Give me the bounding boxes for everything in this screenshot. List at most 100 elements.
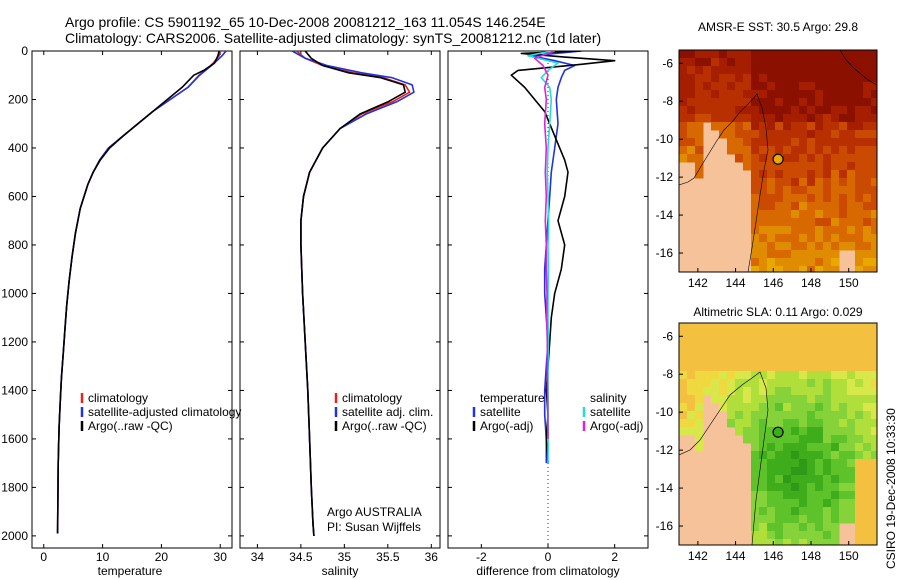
sst-cell (767, 50, 776, 59)
temp-legend-label: Argo(..raw -QC) (88, 419, 173, 433)
sst-cell (823, 250, 832, 259)
sla-cell (847, 467, 856, 476)
sst-cell (679, 98, 688, 107)
diff-legend-label: satellite (590, 405, 631, 419)
sla-cell (823, 411, 832, 420)
sst-cell (799, 154, 808, 163)
sst-cell (735, 82, 744, 91)
sst-cell (831, 162, 840, 171)
sla-map: Altimetric SLA: 0.11 Argo: 0.029 142 144 1… (656, 305, 878, 563)
sst-cell (727, 98, 736, 107)
sla-cell (775, 507, 784, 516)
sst-cell (831, 266, 840, 272)
sla-cell (847, 459, 856, 468)
sst-cell (703, 74, 712, 83)
sst-cell (823, 74, 832, 83)
sla-cell (719, 339, 728, 348)
sst-cell (735, 50, 744, 59)
sla-cell (799, 459, 808, 468)
sst-cell (847, 114, 856, 123)
sla-cell (751, 459, 760, 468)
sal-xtick-label: 34.5 (289, 550, 313, 564)
sla-cell (799, 539, 808, 545)
sst-cell (791, 266, 800, 272)
sla-cell (823, 539, 832, 545)
sla-cell (815, 499, 824, 508)
sla-cell (775, 475, 784, 484)
sla-cell (871, 539, 877, 545)
sla-cell (855, 323, 864, 332)
sst-cell (799, 114, 808, 123)
sla-cell (823, 347, 832, 356)
sla-cell (735, 363, 744, 372)
sst-cell (687, 114, 696, 123)
sst-cell (807, 50, 816, 59)
sla-cell (759, 411, 768, 420)
sst-cell (775, 58, 784, 67)
sla-cell (831, 467, 840, 476)
sst-cell (783, 170, 792, 179)
sla-cell (759, 523, 768, 532)
sst-cell (751, 258, 760, 267)
sla-cell (783, 323, 792, 332)
sla-cell (831, 355, 840, 364)
sla-cell (807, 411, 816, 420)
sst-cell (863, 178, 872, 187)
sst-cell (711, 74, 720, 83)
diff-legend-label: Argo(-adj) (480, 419, 533, 433)
sla-cell (839, 459, 848, 468)
sst-cell (831, 154, 840, 163)
sla-cell (743, 403, 752, 412)
sst-cell (863, 218, 872, 227)
sst-cell (783, 266, 792, 272)
sla-cell (687, 395, 696, 404)
sst-cell (839, 194, 848, 203)
sst-cell (719, 50, 728, 59)
sla-cell (759, 355, 768, 364)
sst-cell (831, 202, 840, 211)
sst-cell (823, 82, 832, 91)
sst-cell (791, 226, 800, 235)
sla-cell (831, 427, 840, 436)
sst-cell (847, 178, 856, 187)
sst-cell (695, 154, 704, 163)
sla-cell (807, 531, 816, 540)
sla-ytick-label: -6 (662, 329, 673, 343)
sst-cell (679, 130, 688, 139)
sla-cell (687, 379, 696, 388)
sst-cell (847, 138, 856, 147)
sst-cell (871, 242, 877, 251)
sla-cell (831, 491, 840, 500)
sla-cell (711, 395, 720, 404)
sst-cell (799, 82, 808, 91)
sla-cell (823, 483, 832, 492)
sla-cell (751, 499, 760, 508)
sla-cell (847, 475, 856, 484)
sst-cell (687, 130, 696, 139)
sla-cell (727, 323, 736, 332)
sla-cell (847, 499, 856, 508)
sla-cell (783, 411, 792, 420)
sst-xtick-label: 146 (763, 276, 783, 290)
sla-cell (815, 331, 824, 340)
sst-cell (775, 90, 784, 99)
sst-cell (831, 122, 840, 131)
sla-cell (767, 395, 776, 404)
sst-cell (847, 218, 856, 227)
sla-cell (807, 475, 816, 484)
sla-cell (791, 323, 800, 332)
sst-cell (831, 90, 840, 99)
sst-cell (863, 106, 872, 115)
sst-cell (855, 130, 864, 139)
sla-cell (767, 531, 776, 540)
sla-cell (863, 395, 872, 404)
sla-cell (791, 435, 800, 444)
sla-cell (783, 347, 792, 356)
sst-cell (767, 114, 776, 123)
sla-cell (847, 387, 856, 396)
sst-cell (783, 146, 792, 155)
sla-cell (679, 395, 688, 404)
sst-cell (847, 58, 856, 67)
sst-cell (807, 226, 816, 235)
sst-cell (783, 98, 792, 107)
